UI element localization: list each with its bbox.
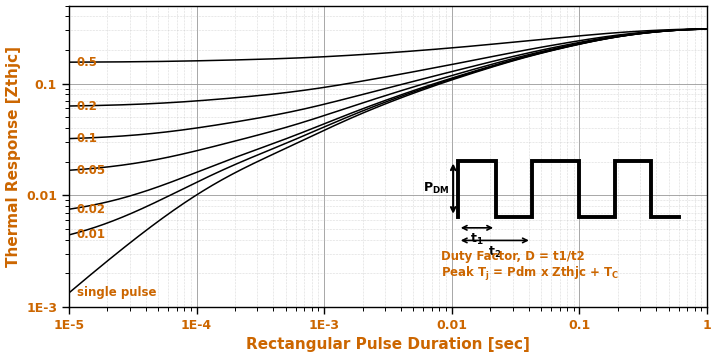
Text: 0.05: 0.05 [77,164,106,177]
Text: 0.02: 0.02 [77,203,105,216]
Text: 0.2: 0.2 [77,100,98,112]
X-axis label: Rectangular Pulse Duration [sec]: Rectangular Pulse Duration [sec] [246,338,530,352]
Y-axis label: Thermal Response [Zthjc]: Thermal Response [Zthjc] [6,46,21,267]
Text: 0.5: 0.5 [77,56,98,69]
Text: 0.1: 0.1 [77,132,98,145]
Text: 0.01: 0.01 [77,228,105,241]
Text: single pulse: single pulse [77,286,156,299]
